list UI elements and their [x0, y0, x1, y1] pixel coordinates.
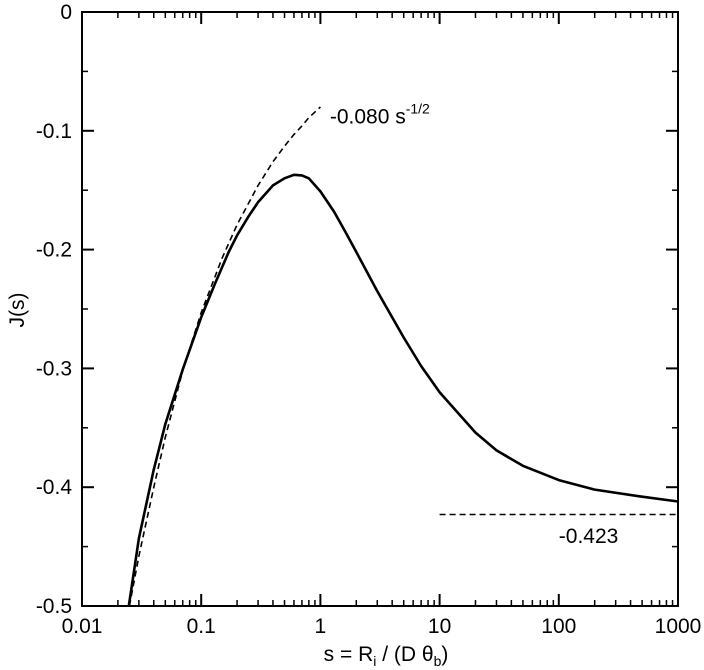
y-tick-label: -0.1 — [36, 120, 72, 143]
y-tick-label: -0.3 — [36, 357, 72, 380]
x-tick-label: 1 — [315, 615, 327, 638]
solid-series-line — [127, 173, 679, 607]
y-tick-label: -0.5 — [36, 595, 72, 618]
y-tick-label: 0 — [60, 1, 72, 24]
x-tick-label: 10 — [428, 615, 451, 638]
x-tick-label: 0.1 — [187, 615, 216, 638]
series-group — [127, 106, 679, 607]
x-tick-label: 100 — [541, 615, 576, 638]
axes: 0.01 0.1 1 10 100 1000 -0.5 -0.4 -0.3 -0.2 -0.1 0 — [36, 1, 702, 638]
annotations: -0.080 s-1/2 -0.423 — [330, 101, 619, 548]
x-axis-label: s = Ri / (D θb) — [324, 643, 449, 669]
x-tick-label: 0.01 — [62, 615, 103, 638]
x-tick-label: 1000 — [655, 615, 702, 638]
annotation-label: -0.080 s-1/2 — [330, 101, 430, 129]
dashed-series-line — [128, 106, 321, 607]
plot-frame — [81, 11, 679, 607]
y-tick-label: -0.4 — [36, 476, 73, 499]
y-tick-label: -0.2 — [36, 239, 72, 262]
y-axis-label: J(s) — [6, 293, 29, 328]
annotation-label: -0.423 — [559, 525, 619, 548]
